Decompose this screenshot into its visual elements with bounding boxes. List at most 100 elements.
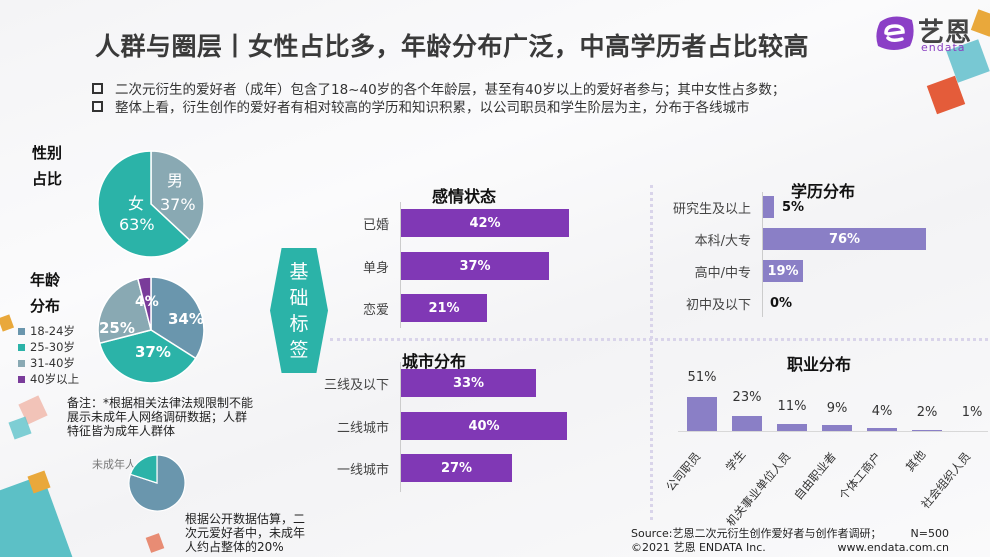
education-bar-row: 初中及以下 0%	[686, 292, 793, 314]
education-chart-title: 学历分布	[791, 182, 856, 201]
bar-label: 单身	[362, 260, 389, 276]
occupation-plot-area	[678, 390, 988, 432]
legend-item: 25-30岁	[18, 339, 79, 355]
minor-pie-chart	[128, 454, 186, 512]
city-axis	[400, 362, 401, 492]
square-bullet-icon	[92, 100, 103, 112]
bar-label: 已婚	[362, 217, 389, 233]
category-label: 其他	[902, 447, 929, 475]
bullet-text: 二次元衍生的爱好者（成年）包含了18~40岁的各个年龄层，甚至有40岁以上的爱好…	[115, 82, 786, 98]
age-pct-40plus: 4%	[135, 294, 159, 310]
note-text: 备注：*根据相关法律法规限制不能展示未成年人网络调研数据；人群特征皆为成年人群体	[67, 396, 254, 438]
bar-value: 0%	[770, 295, 793, 311]
label-line: 分布	[30, 297, 61, 315]
divider-vertical	[650, 185, 653, 520]
bullet-point-1: 二次元衍生的爱好者（成年）包含了18~40岁的各个年龄层，甚至有40岁以上的爱好…	[92, 78, 785, 98]
legend-item: 31-40岁	[18, 355, 79, 371]
bar-value: 4%	[871, 404, 893, 419]
legend-label: 31-40岁	[30, 356, 75, 370]
page-title: 人群与圈层丨女性占比多，年龄分布广泛，中高学历者占比较高	[95, 32, 810, 61]
tag-char: 标	[289, 312, 309, 335]
endata-logo: 艺恩 endata	[874, 12, 984, 54]
education-axis	[762, 192, 763, 317]
age-legend: 18-24岁 25-30岁 31-40岁 40岁以上	[18, 323, 79, 387]
estimate-text: 根据公开数据估算，二次元爱好者中，未成年人约占整体的20%	[185, 512, 306, 554]
education-bar-row: 高中/中专 19%	[695, 260, 803, 282]
legend-item: 18-24岁	[18, 323, 79, 339]
legend-item: 40岁以上	[18, 371, 79, 387]
city-bar-row: 三线及以下 33%	[324, 369, 536, 397]
city-chart-title: 城市分布	[402, 352, 467, 371]
relationship-bar-row: 已婚 42%	[363, 209, 569, 237]
bar: 76%	[763, 228, 926, 250]
divider-horizontal	[330, 338, 988, 341]
tag-char: 础	[289, 286, 309, 309]
bar-value: 1%	[961, 405, 983, 420]
decor-square-salmon	[145, 533, 165, 553]
relationship-bar-row: 恋爱 21%	[363, 294, 487, 322]
age-pie-chart	[97, 276, 205, 384]
bar	[763, 196, 774, 218]
bar-label: 高中/中专	[694, 265, 751, 281]
education-bar-row: 本科/大专 76%	[695, 228, 926, 250]
age-pct-25-30: 37%	[135, 343, 171, 361]
bar-label: 一线城市	[336, 462, 389, 478]
bar: 40%	[401, 412, 567, 440]
relationship-bar-row: 单身 37%	[363, 252, 549, 280]
endata-e-logo-icon	[876, 16, 914, 51]
bar-label: 二线城市	[336, 420, 389, 436]
logo-text-cn: 艺恩	[918, 18, 973, 48]
bar	[687, 397, 717, 431]
gender-section-label: 性别 占比	[32, 140, 62, 192]
female-label: 女	[128, 194, 145, 213]
source-text: Source:艺恩二次元衍生创作爱好者与创作者调研；	[631, 527, 882, 540]
bar-label: 三线及以下	[323, 377, 389, 393]
bar: 33%	[401, 369, 536, 397]
tag-char: 签	[289, 338, 309, 361]
relationship-axis	[400, 202, 401, 328]
category-label: 学生	[722, 447, 749, 475]
bar: 19%	[763, 260, 803, 282]
bar-value: 23%	[732, 390, 762, 405]
footer-source: Source:艺恩二次元衍生创作爱好者与创作者调研； N=500 ©2021 艺…	[631, 527, 949, 555]
bar	[777, 424, 807, 431]
bullet-point-2: 整体上看，衍生创作的爱好者有相对较高的学历和知识积累，以公司职员和学生阶层为主，…	[92, 96, 750, 116]
age-pct-31-40: 25%	[99, 319, 135, 337]
bar: 37%	[401, 252, 549, 280]
tag-char: 基	[289, 260, 309, 283]
male-label: 男	[167, 171, 184, 190]
bar-value: 11%	[777, 399, 807, 414]
label-line: 占比	[32, 170, 63, 188]
relationship-chart-title: 感情状态	[432, 187, 497, 206]
age-section-label: 年龄 分布	[30, 267, 60, 319]
logo-text-en: endata	[921, 41, 966, 54]
category-label: 自由职业者	[790, 449, 839, 503]
female-pct: 63%	[119, 215, 155, 234]
legend-swatch-icon	[18, 343, 25, 351]
sample-size: N=500	[910, 527, 949, 540]
bar-value: 9%	[826, 401, 848, 416]
bar	[912, 430, 942, 431]
bar-label: 初中及以下	[685, 297, 751, 313]
bar-label: 恋爱	[362, 302, 389, 318]
category-label: 个体工商户	[835, 449, 884, 503]
age-pct-18-24: 34%	[168, 310, 204, 328]
basic-tags-badge: 基 础 标 签	[270, 248, 328, 373]
city-bar-row: 一线城市 27%	[337, 454, 512, 482]
legend-label: 18-24岁	[30, 324, 75, 338]
label-line: 年龄	[30, 271, 61, 289]
legend-swatch-icon	[18, 375, 25, 383]
bar-value: 51%	[687, 370, 717, 385]
bar-label: 本科/大专	[694, 233, 751, 249]
bar-value: 2%	[916, 405, 938, 420]
education-bar-row: 研究生及以上 5%	[673, 196, 805, 218]
bar	[732, 416, 762, 431]
bar: 42%	[401, 209, 569, 237]
bar: 21%	[401, 294, 487, 322]
bar-value: 5%	[782, 199, 805, 215]
legend-label: 25-30岁	[30, 340, 75, 354]
legend-swatch-icon	[18, 359, 25, 367]
legend-label: 40岁以上	[30, 372, 80, 386]
category-label: 公司职员	[663, 449, 704, 494]
legend-swatch-icon	[18, 327, 25, 335]
